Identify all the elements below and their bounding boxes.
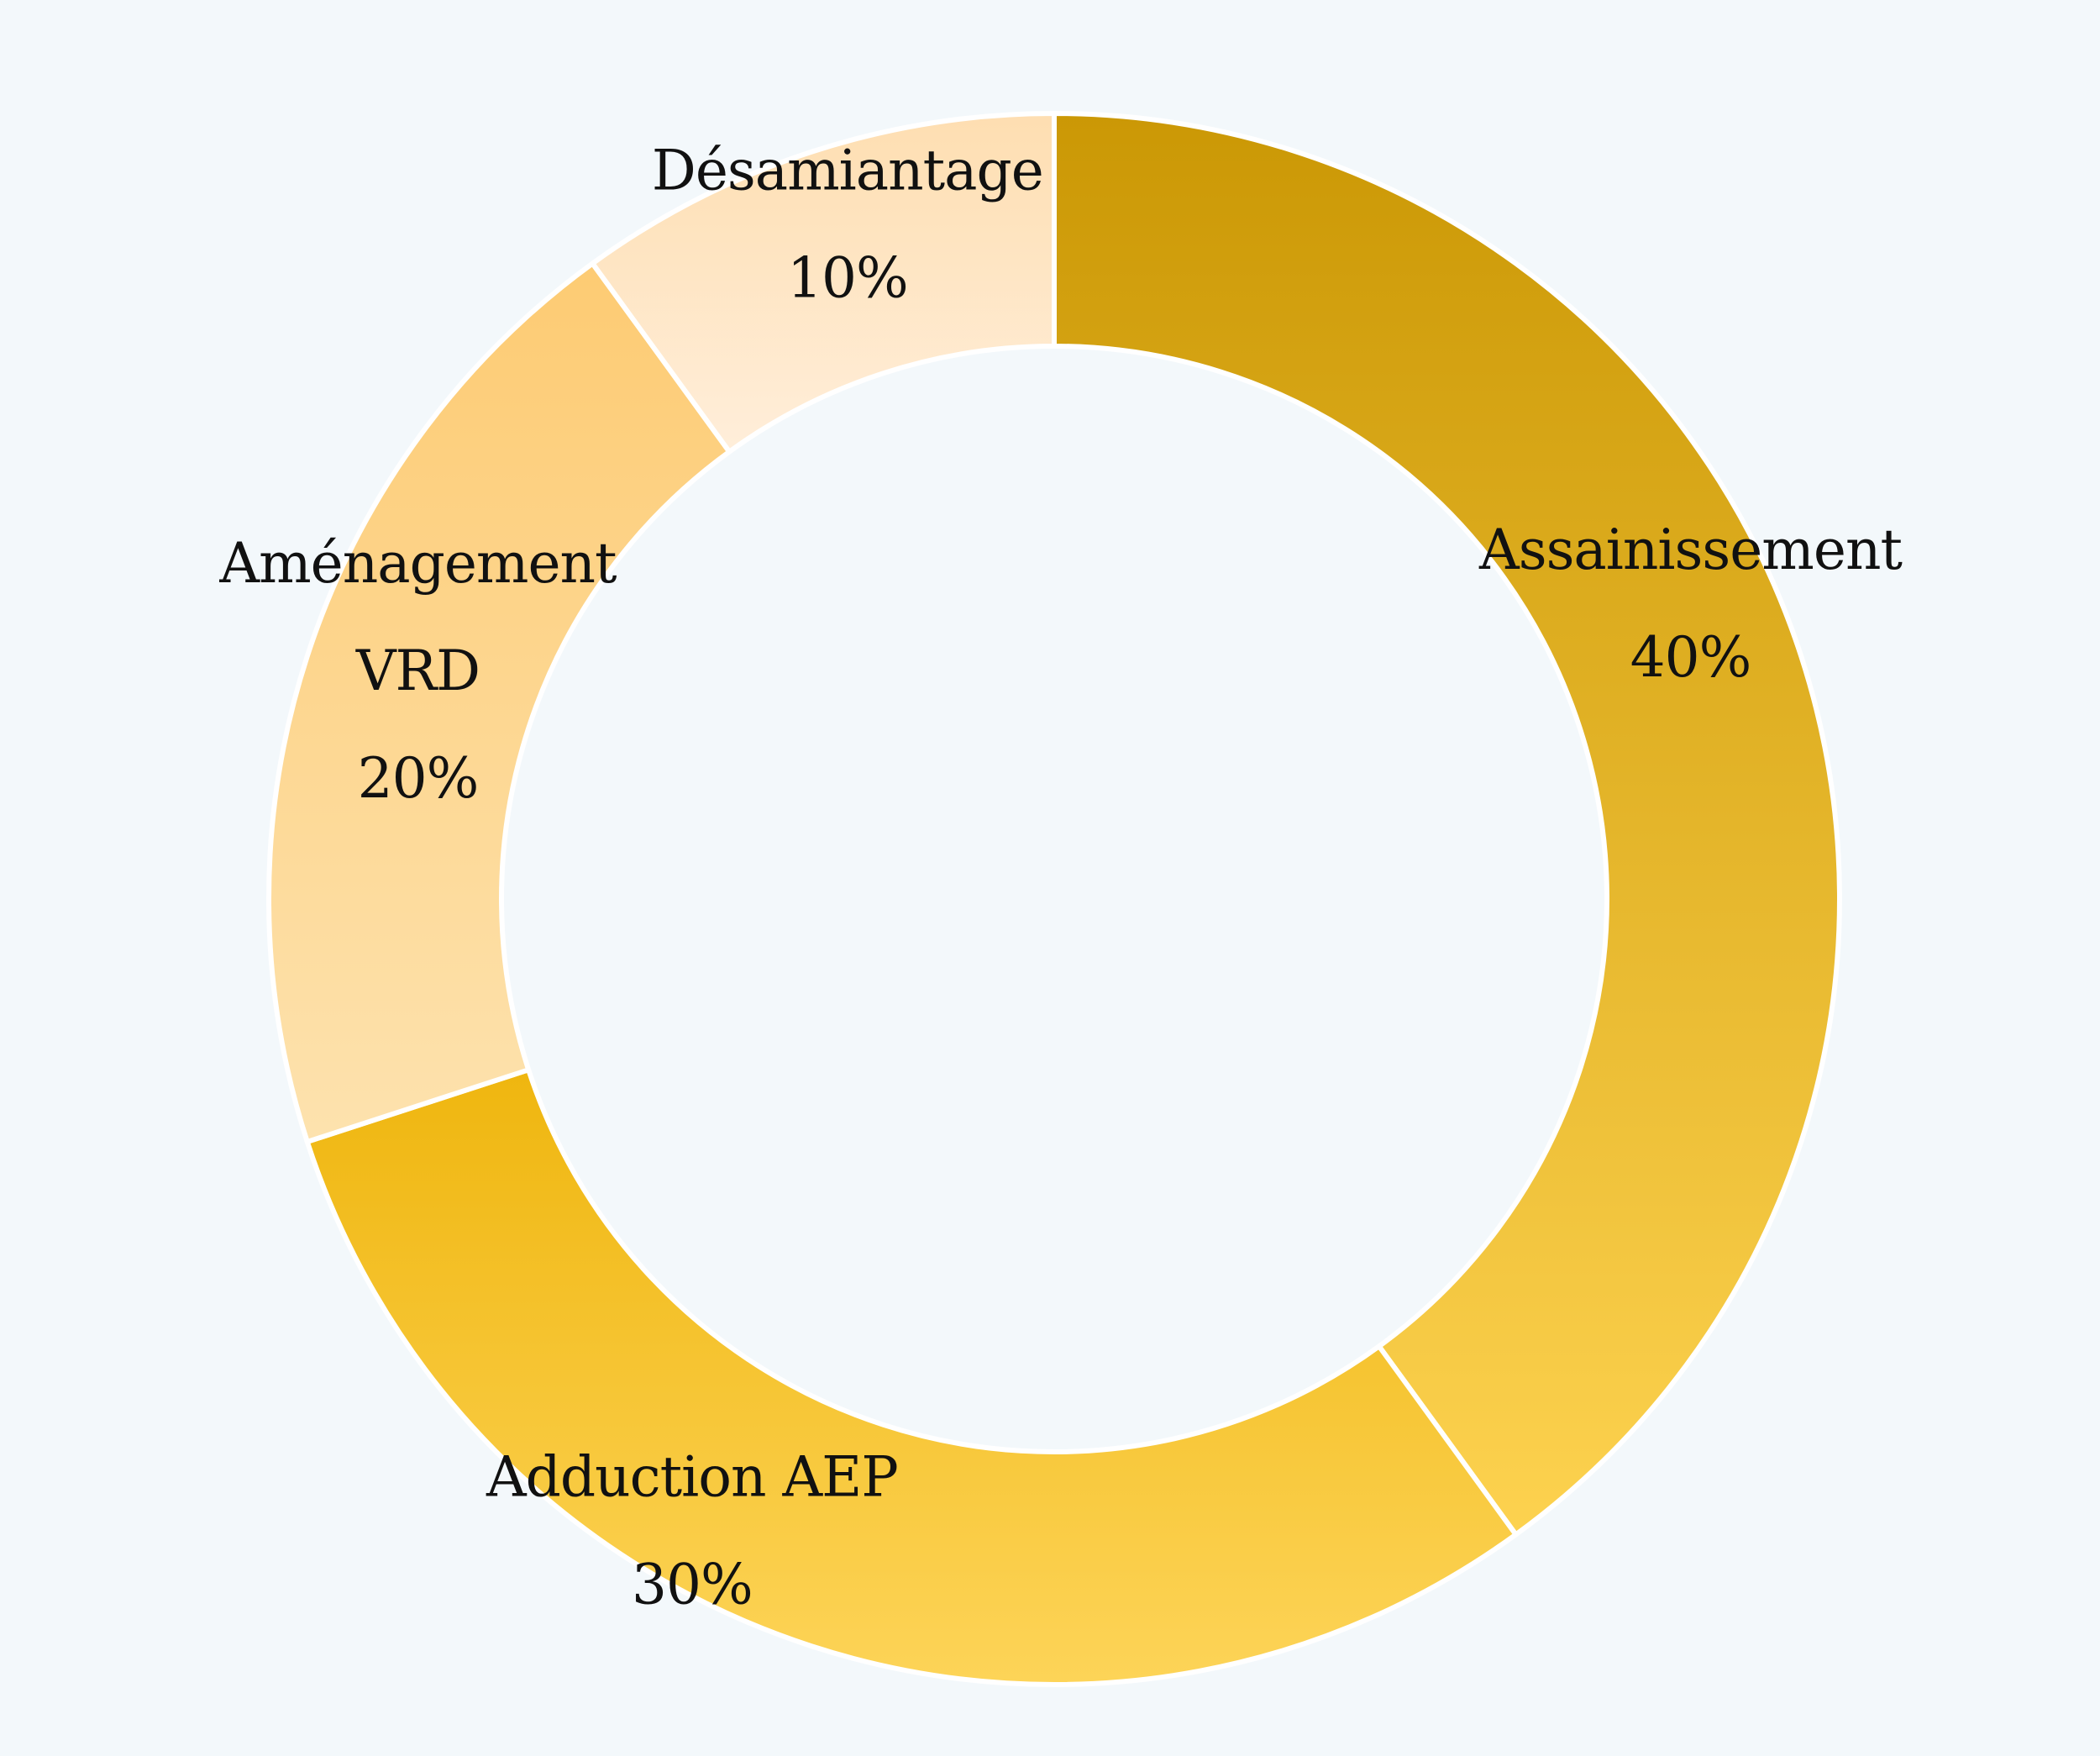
slice-label-amenagement-vrd: Aménagement VRD 20% xyxy=(218,531,617,811)
slice-category-label: Adduction AEP xyxy=(486,1445,898,1510)
slice-desamiantage[interactable] xyxy=(590,111,1057,455)
slice-value-label: 20% xyxy=(358,746,479,811)
slice-label-adduction-aep: Adduction AEP 30% xyxy=(486,1445,899,1617)
slice-value-label: 40% xyxy=(1630,625,1751,690)
labels-layer: Assainissement 40% Adduction AEP 30% Aménage… xyxy=(218,138,1903,1617)
slice-category-label: Désamiantage xyxy=(652,138,1043,202)
slice-category-label: Aménagement xyxy=(218,531,617,596)
slice-adduction-aep[interactable] xyxy=(304,1067,1519,1687)
slice-value-label: 10% xyxy=(787,245,908,310)
slice-value-label: 30% xyxy=(632,1553,753,1617)
slice-category-label: Assainissement xyxy=(1478,518,1902,582)
slices-layer xyxy=(266,111,1842,1687)
slice-category-label: VRD xyxy=(355,639,480,703)
slice-amenagement-vrd[interactable] xyxy=(266,260,732,1144)
slice-label-desamiantage: Désamiantage 10% xyxy=(652,138,1044,310)
slice-label-assainissement: Assainissement 40% xyxy=(1478,518,1903,690)
slice-assainissement[interactable] xyxy=(1052,111,1842,1538)
